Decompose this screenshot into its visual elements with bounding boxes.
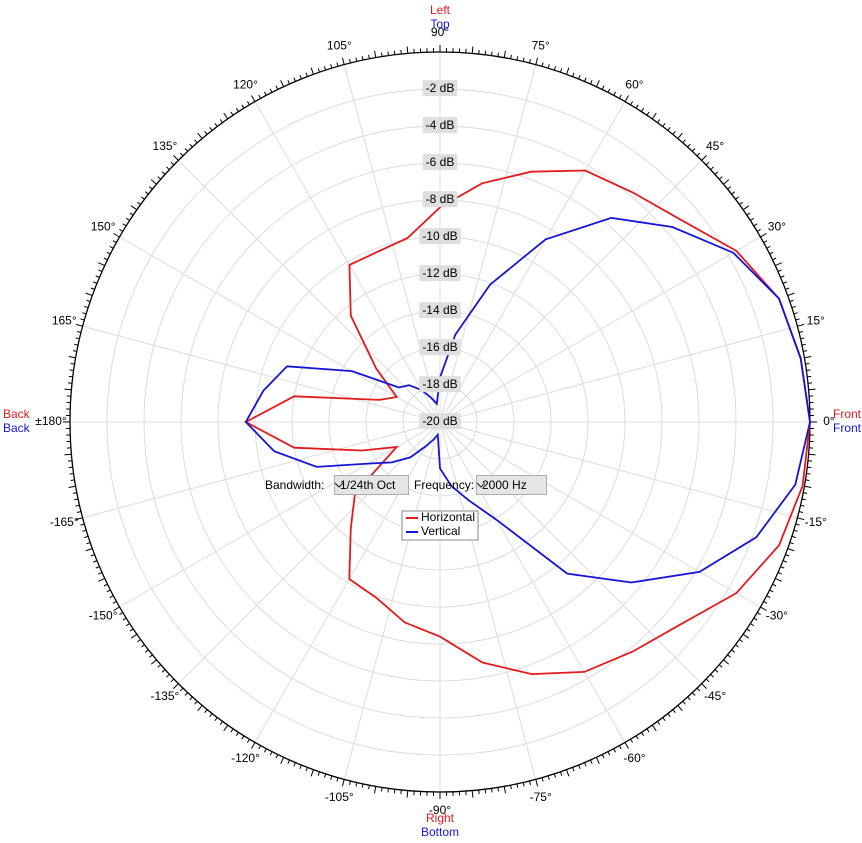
angle-label: -60°	[623, 751, 645, 765]
grid-spoke	[119, 421, 441, 608]
angle-label: 120°	[233, 77, 258, 91]
angle-label: -135°	[151, 689, 180, 703]
db-label-bg	[419, 413, 461, 430]
grid-spoke	[343, 421, 441, 780]
angle-label: -120°	[231, 751, 260, 765]
db-label: -8 dB	[426, 192, 455, 206]
grid-spoke	[254, 101, 441, 423]
dropdown-arrow	[335, 482, 343, 488]
frequency-select[interactable]: 2000 Hz	[476, 475, 547, 495]
side-label: Front	[833, 407, 862, 421]
side-label: Back	[3, 421, 31, 435]
frequency-value: 2000 Hz	[482, 478, 527, 492]
db-label: -2 dB	[426, 81, 455, 95]
angle-label: -105°	[325, 790, 354, 804]
angle-label: 135°	[153, 139, 178, 153]
angle-label: -165°	[50, 515, 79, 529]
grid-spoke	[254, 421, 441, 743]
db-label-bg	[419, 228, 461, 245]
side-label: Right	[426, 811, 455, 825]
angle-label: 30°	[768, 220, 786, 234]
db-label: -18 dB	[422, 377, 457, 391]
grid-spoke	[439, 236, 761, 423]
db-label-bg	[419, 265, 461, 282]
grid-spoke	[439, 421, 702, 684]
bandwidth-select[interactable]: 1/24th Oct	[334, 475, 409, 495]
db-label-bg	[422, 117, 458, 134]
grid-spoke	[178, 160, 441, 423]
angle-label: 45°	[706, 139, 724, 153]
grid-spoke	[439, 160, 702, 423]
grid-spoke	[82, 421, 441, 519]
series-line	[244, 216, 811, 584]
angle-label: 165°	[52, 313, 77, 327]
db-label-bg	[422, 154, 458, 171]
side-label: Bottom	[421, 825, 459, 839]
angle-label: -15°	[805, 515, 827, 529]
legend-box	[401, 510, 479, 541]
angle-label: 75°	[532, 38, 550, 52]
db-label: -12 dB	[422, 266, 457, 280]
side-label: Back	[3, 407, 31, 421]
bandwidth-value: 1/24th Oct	[340, 478, 396, 492]
grid-spoke	[343, 64, 441, 423]
db-label-bg	[422, 191, 458, 208]
angle-label: 60°	[625, 77, 643, 91]
grid-spoke	[439, 325, 798, 423]
grid-spoke	[439, 421, 798, 519]
scale-ticks	[63, 45, 817, 799]
db-label: -10 dB	[422, 229, 457, 243]
angle-label: -150°	[89, 609, 118, 623]
grid-spoke	[178, 421, 441, 684]
angle-label: -75°	[530, 790, 552, 804]
grid-spoke	[119, 236, 441, 423]
legend-label: Vertical	[421, 524, 460, 538]
grid-spoke	[439, 101, 626, 423]
angle-label: 0°	[823, 414, 835, 428]
legend-label: Horizontal	[421, 510, 475, 524]
grid-spoke	[439, 421, 626, 743]
angle-label: -90°	[429, 803, 451, 817]
bandwidth-label: Bandwidth:	[265, 478, 325, 492]
angle-label: ±180°	[35, 414, 67, 428]
side-label: Top	[430, 17, 450, 31]
angle-label: -30°	[766, 609, 788, 623]
dropdown-arrow	[477, 482, 485, 488]
angle-label: 15°	[807, 313, 825, 327]
angle-label: -45°	[704, 689, 726, 703]
grid-spoke	[439, 64, 537, 423]
db-label: -4 dB	[426, 118, 455, 132]
db-label-bg	[422, 80, 458, 97]
frequency-label: Frequency:	[414, 478, 475, 492]
db-label: -6 dB	[426, 155, 455, 169]
db-label: -14 dB	[422, 303, 457, 317]
db-label: -20 dB	[422, 414, 457, 428]
side-label: Left	[430, 3, 451, 17]
grid-spoke	[439, 421, 537, 780]
angle-label: 90°	[431, 25, 449, 39]
side-label: Front	[833, 421, 862, 435]
grid-spoke	[439, 421, 761, 608]
db-label-bg	[419, 302, 461, 319]
db-label: -16 dB	[422, 340, 457, 354]
db-label-bg	[419, 339, 461, 356]
angle-label: 150°	[91, 220, 116, 234]
db-label-bg	[419, 376, 461, 393]
grid-spoke	[82, 325, 441, 423]
angle-label: 105°	[327, 38, 352, 52]
